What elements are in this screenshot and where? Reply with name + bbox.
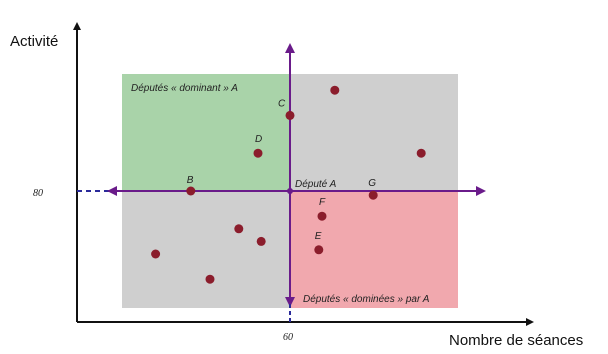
region-lower-left [122, 191, 290, 308]
data-point-7 [416, 148, 426, 158]
point-label-b: B [187, 175, 194, 186]
reference-point [287, 188, 293, 194]
point-label-f: F [319, 197, 326, 208]
region-label-dominated: Députés « dominées » par A [303, 294, 430, 305]
data-point-e [314, 245, 324, 255]
data-point-11 [205, 274, 215, 284]
data-point-g [368, 190, 378, 200]
region-label-dominant: Députés « dominant » A [131, 83, 238, 94]
data-point-c [285, 110, 295, 120]
data-point-8 [234, 224, 244, 234]
data-point-d [253, 148, 263, 158]
point-label-g: G [368, 178, 376, 189]
y-axis-title: Activité [10, 33, 58, 50]
point-label-d: D [255, 134, 262, 145]
region-dominant [122, 74, 290, 191]
points-layer: B C D E F G [151, 85, 426, 284]
reference-label: Député A [295, 179, 337, 190]
data-point-9 [256, 236, 266, 246]
x-tick-label: 60 [283, 332, 293, 343]
point-label-e: E [315, 231, 322, 242]
y-tick-label: 80 [33, 188, 43, 199]
data-point-6 [330, 85, 340, 95]
x-axis-title: Nombre de séances [449, 332, 583, 349]
data-point-b [186, 186, 196, 196]
region-upper-right [290, 74, 458, 191]
point-label-c: C [278, 98, 286, 109]
data-point-10 [151, 249, 161, 259]
data-point-f [317, 211, 327, 221]
